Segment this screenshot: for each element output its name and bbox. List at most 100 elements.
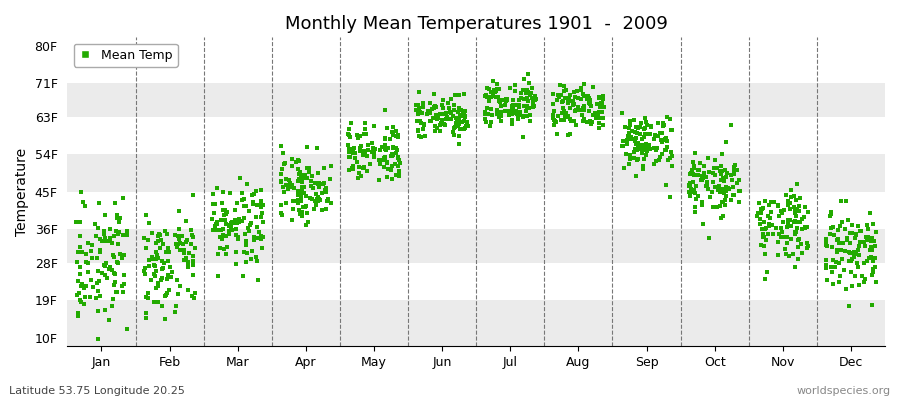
Point: [72, 289, 86, 296]
Bar: [68, 117, 885, 154]
Point: [158, 249, 173, 256]
Point: [73, 264, 87, 271]
Point: [690, 172, 705, 178]
Point: [148, 248, 163, 255]
Point: [142, 219, 157, 226]
Point: [794, 241, 808, 247]
Point: [71, 313, 86, 320]
Point: [709, 204, 724, 210]
Point: [217, 206, 231, 213]
Point: [753, 216, 768, 222]
Point: [562, 105, 577, 111]
Point: [853, 228, 868, 234]
Point: [256, 202, 271, 208]
Point: [410, 107, 424, 114]
Point: [209, 221, 223, 227]
Point: [112, 250, 127, 257]
Point: [635, 150, 650, 156]
Point: [296, 184, 310, 190]
Point: [250, 224, 265, 230]
Point: [379, 147, 393, 154]
Point: [292, 158, 306, 164]
Point: [480, 105, 494, 111]
Point: [562, 98, 577, 104]
Point: [434, 120, 448, 126]
Point: [499, 96, 513, 103]
Point: [622, 160, 636, 167]
Point: [706, 179, 720, 185]
Point: [761, 231, 776, 237]
Point: [648, 132, 662, 138]
Point: [361, 146, 375, 153]
Point: [839, 286, 853, 292]
Point: [388, 160, 402, 167]
Bar: [68, 83, 885, 117]
Point: [422, 108, 436, 115]
Point: [283, 177, 297, 184]
Point: [858, 276, 872, 282]
Point: [508, 82, 522, 88]
Point: [824, 209, 838, 215]
Point: [140, 236, 155, 243]
Point: [170, 244, 184, 250]
Point: [238, 259, 253, 266]
Point: [849, 231, 863, 238]
Point: [181, 287, 195, 294]
Point: [854, 273, 868, 279]
Point: [429, 112, 444, 118]
Point: [390, 147, 404, 153]
Point: [356, 148, 370, 154]
Point: [116, 289, 130, 296]
Point: [489, 88, 503, 94]
Point: [346, 166, 360, 172]
Point: [158, 228, 172, 234]
Point: [378, 142, 392, 148]
Point: [626, 116, 641, 123]
Point: [225, 226, 239, 233]
Point: [658, 136, 672, 142]
Point: [593, 114, 608, 121]
Point: [686, 171, 700, 178]
Point: [502, 84, 517, 91]
Point: [384, 163, 399, 169]
Point: [427, 105, 441, 112]
Point: [159, 231, 174, 237]
Point: [314, 190, 328, 196]
Point: [508, 88, 522, 94]
Point: [411, 132, 426, 139]
Point: [649, 158, 663, 165]
Point: [457, 114, 472, 120]
Point: [276, 150, 291, 156]
Point: [716, 186, 731, 192]
Point: [695, 202, 709, 208]
Point: [501, 112, 516, 118]
Point: [790, 206, 805, 212]
Point: [291, 178, 305, 185]
Point: [139, 310, 153, 316]
Point: [413, 118, 428, 124]
Point: [727, 192, 742, 198]
Point: [452, 141, 466, 147]
Point: [318, 187, 332, 193]
Point: [524, 90, 538, 97]
Point: [714, 177, 728, 183]
Point: [412, 89, 427, 95]
Point: [864, 238, 878, 244]
Point: [228, 220, 242, 226]
Point: [758, 226, 772, 233]
Point: [68, 219, 83, 225]
Point: [300, 144, 314, 150]
Point: [506, 101, 520, 108]
Point: [303, 194, 318, 201]
Point: [694, 199, 708, 205]
Point: [780, 217, 795, 223]
Point: [231, 216, 246, 222]
Point: [381, 144, 395, 151]
Point: [522, 80, 536, 86]
Point: [105, 296, 120, 302]
Point: [316, 180, 330, 187]
Point: [155, 266, 169, 272]
Point: [219, 233, 233, 240]
Point: [561, 98, 575, 104]
Point: [687, 187, 701, 194]
